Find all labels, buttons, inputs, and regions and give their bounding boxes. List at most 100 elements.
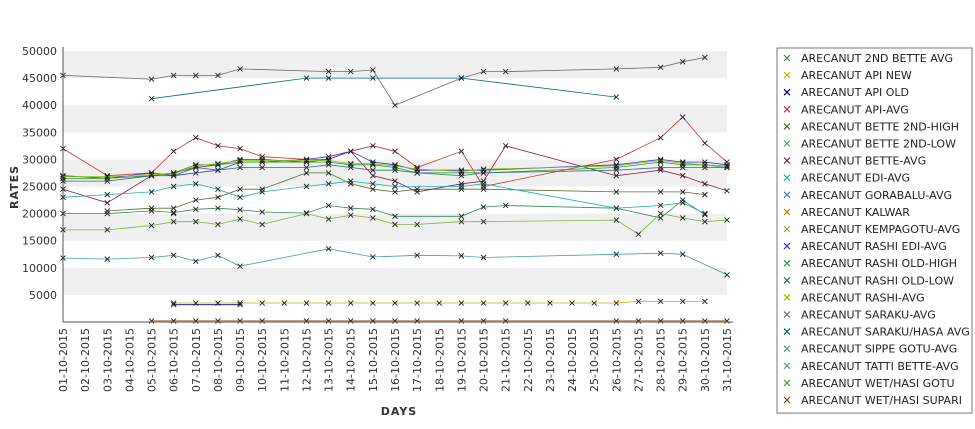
data-point	[613, 156, 620, 163]
data-point	[259, 189, 266, 195]
data-point	[237, 186, 243, 193]
data-point	[613, 251, 620, 258]
data-point	[702, 218, 708, 225]
series-1	[170, 298, 708, 306]
data-point	[679, 298, 686, 305]
legend-marker	[783, 71, 791, 79]
x-tick-label: 31-10-2015	[721, 328, 734, 392]
legend-entry: ARECANUT API OLD	[801, 86, 909, 99]
data-point	[480, 254, 487, 261]
data-point	[679, 251, 686, 258]
data-point	[702, 318, 708, 324]
data-point	[480, 218, 487, 225]
data-point	[392, 163, 398, 169]
data-point	[237, 216, 243, 222]
data-point	[480, 186, 487, 193]
legend-entry: ARECANUT SARAKU/HASA AVG	[801, 326, 970, 339]
data-point	[613, 172, 620, 179]
x-tick-label: 05-10-2015	[146, 328, 159, 392]
y-tick-label: 50000	[22, 45, 57, 58]
data-point	[657, 134, 664, 141]
data-point	[325, 162, 332, 168]
y-tick-label: 10000	[22, 262, 57, 275]
data-point	[192, 206, 199, 213]
data-point	[458, 75, 465, 81]
data-point	[702, 162, 708, 168]
legend-marker	[783, 191, 791, 199]
legend-marker	[783, 140, 791, 147]
data-point	[502, 202, 509, 209]
y-tick-label: 30000	[22, 153, 57, 166]
data-point	[104, 173, 111, 180]
data-point	[657, 250, 664, 256]
data-point	[237, 66, 243, 72]
data-point	[679, 199, 686, 206]
data-point	[192, 72, 199, 79]
data-point	[702, 191, 708, 198]
x-tick-label: 13-10-2015	[323, 328, 336, 392]
data-point	[370, 186, 376, 193]
data-point	[458, 300, 465, 306]
legend-entry: ARECANUT BETTE 2ND-HIGH	[801, 120, 959, 133]
legend-marker	[783, 276, 791, 284]
data-point	[392, 178, 398, 184]
legend-entry: ARECANUT SIPPE GOTU-AVG	[801, 343, 957, 356]
series-line	[63, 199, 706, 219]
data-point	[215, 72, 221, 79]
data-point	[325, 75, 332, 81]
x-tick-label: 30-10-2015	[699, 328, 712, 392]
legend-entry: ARECANUT KALWAR	[801, 206, 910, 219]
data-point	[370, 75, 376, 81]
data-point	[724, 318, 730, 324]
data-point	[170, 318, 177, 324]
data-point	[436, 300, 443, 306]
data-point	[303, 170, 310, 176]
data-point	[192, 197, 199, 203]
y-tick-label: 5000	[29, 289, 57, 302]
data-point	[480, 166, 487, 172]
data-point	[347, 68, 354, 75]
data-point	[613, 66, 620, 72]
data-point	[325, 180, 332, 187]
legend-entry: ARECANUT BETTE-AVG	[801, 155, 926, 168]
legend-entry: ARECANUT SARAKU-AVG	[801, 309, 936, 322]
data-point	[215, 205, 221, 211]
data-point	[192, 218, 199, 225]
data-point	[325, 170, 332, 176]
data-point	[259, 318, 266, 324]
data-point	[502, 143, 509, 149]
x-tick-label: 23-10-2015	[544, 328, 557, 392]
axes	[62, 47, 733, 323]
data-point	[480, 68, 487, 75]
data-point	[347, 212, 354, 219]
data-point	[657, 202, 664, 209]
y-tick-label: 15000	[22, 235, 57, 248]
x-tick-label: 10-10-2015	[256, 328, 269, 392]
data-point	[215, 186, 221, 193]
x-tick-label: 21-10-2015	[500, 328, 513, 392]
data-point	[325, 246, 332, 252]
data-point	[679, 160, 686, 167]
data-point	[370, 172, 376, 179]
x-tick-label: 09-10-2015	[234, 328, 247, 392]
legend-marker	[783, 105, 791, 113]
data-point	[325, 216, 332, 222]
legend-entry: ARECANUT GORABALU-AVG	[801, 189, 952, 202]
data-point	[303, 157, 310, 164]
data-point	[215, 194, 221, 201]
data-point	[480, 204, 487, 210]
y-tick-label: 45000	[22, 72, 57, 85]
legend-entry: ARECANUT BETTE 2ND-LOW	[801, 138, 956, 151]
x-tick-label: 03-10-2015	[101, 328, 114, 392]
data-point	[370, 215, 376, 221]
data-point	[170, 183, 177, 190]
data-point	[259, 209, 266, 215]
data-point	[370, 318, 376, 324]
data-point	[370, 254, 376, 260]
data-point	[347, 148, 354, 155]
data-point	[414, 300, 420, 306]
data-point	[392, 148, 398, 155]
x-tick-label: 02-10-2015	[79, 328, 92, 392]
data-point	[237, 164, 243, 171]
data-point	[679, 189, 686, 195]
